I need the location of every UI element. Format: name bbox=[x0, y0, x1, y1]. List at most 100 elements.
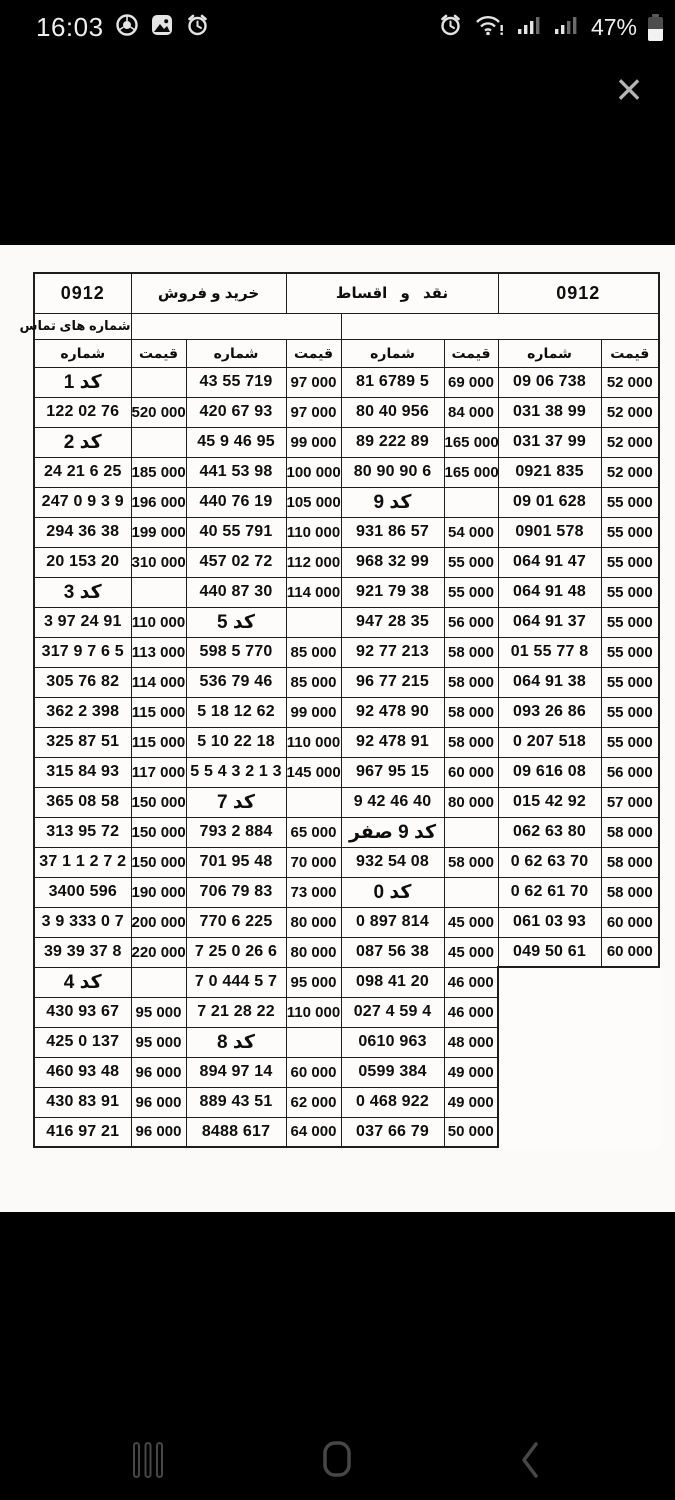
home-icon[interactable] bbox=[322, 1440, 352, 1483]
number-cell: 7 21 28 22 bbox=[185, 996, 287, 1028]
number-cell: 313 95 72 bbox=[33, 816, 132, 848]
price-cell: 220 000 bbox=[130, 936, 187, 968]
void-cell bbox=[601, 1027, 659, 1057]
table-row: 3400 596 190 000 706 79 83 73 000 کد 0 0 62 6… bbox=[33, 876, 661, 908]
void-cell bbox=[498, 1117, 601, 1147]
price-cell: 60 000 bbox=[600, 936, 661, 968]
gallery-icon bbox=[150, 13, 174, 42]
price-cell: 114 000 bbox=[285, 576, 342, 608]
number-table-body: کد 1 43 55 719 97 000 81 6789 5 69 000 09 06 … bbox=[33, 366, 661, 1148]
col-header-number: شماره bbox=[497, 338, 602, 368]
table-row: 425 0 137 95 000 کد 8 0610 963 48 000 bbox=[33, 1026, 659, 1058]
number-cell: 0 62 61 70 bbox=[497, 876, 602, 908]
price-cell: 150 000 bbox=[130, 786, 187, 818]
table-row: 3 97 24 91 110 000 کد 5 947 28 35 56 000 064 … bbox=[33, 606, 661, 638]
number-cell: 967 95 15 bbox=[340, 756, 445, 788]
void-cell bbox=[498, 1057, 601, 1087]
code-cell: کد 5 bbox=[185, 606, 287, 638]
number-cell: 39 39 37 8 bbox=[33, 936, 132, 968]
price-cell: 65 000 bbox=[285, 816, 342, 848]
col-header-price: قیمت bbox=[443, 338, 499, 368]
number-cell: 7 25 0 26 6 bbox=[185, 936, 287, 968]
col-header-price: قیمت bbox=[285, 338, 342, 368]
price-cell: 97 000 bbox=[285, 366, 342, 398]
price-cell: 110 000 bbox=[285, 516, 342, 548]
number-cell: 09 616 08 bbox=[497, 756, 602, 788]
number-cell: 064 91 38 bbox=[497, 666, 602, 698]
close-icon[interactable]: × bbox=[615, 63, 643, 115]
number-cell: 098 41 20 bbox=[340, 966, 445, 998]
price-cell: 55 000 bbox=[600, 726, 661, 758]
number-cell: 01 55 77 8 bbox=[497, 636, 602, 668]
number-cell: 947 28 35 bbox=[340, 606, 445, 638]
price-cell: 70 000 bbox=[285, 846, 342, 878]
price-cell: 95 000 bbox=[285, 966, 342, 998]
col-header-price: قیمت bbox=[130, 338, 187, 368]
price-cell: 80 000 bbox=[443, 786, 499, 818]
price-cell: 52 000 bbox=[600, 426, 661, 458]
back-icon[interactable] bbox=[520, 1441, 540, 1484]
price-cell: 57 000 bbox=[600, 786, 661, 818]
number-cell: 416 97 21 bbox=[33, 1116, 132, 1148]
number-cell: 0 897 814 bbox=[340, 906, 445, 938]
number-cell: 80 90 90 6 bbox=[340, 456, 445, 488]
price-cell: 45 000 bbox=[443, 906, 499, 938]
number-cell: 09 01 628 bbox=[497, 486, 602, 518]
price-cell: 73 000 bbox=[285, 876, 342, 908]
price-cell: 96 000 bbox=[130, 1056, 187, 1088]
number-cell: 0 468 922 bbox=[340, 1086, 445, 1118]
price-cell: 55 000 bbox=[600, 666, 661, 698]
chrome-icon bbox=[115, 13, 139, 42]
status-bar: 16:03 47% bbox=[0, 0, 675, 55]
code-cell: کد 7 bbox=[185, 786, 287, 818]
number-cell: 40 55 791 bbox=[185, 516, 287, 548]
number-cell: 701 95 48 bbox=[185, 846, 287, 878]
code-cell: کد 4 bbox=[33, 966, 132, 998]
price-cell: 58 000 bbox=[443, 636, 499, 668]
price-cell: 520 000 bbox=[130, 396, 187, 428]
price-cell: 112 000 bbox=[285, 546, 342, 578]
number-cell: 440 87 30 bbox=[185, 576, 287, 608]
price-cell: 60 000 bbox=[285, 1056, 342, 1088]
number-cell: 889 43 51 bbox=[185, 1086, 287, 1118]
price-cell: 58 000 bbox=[443, 666, 499, 698]
number-cell: 3400 596 bbox=[33, 876, 132, 908]
number-cell: 5 10 22 18 bbox=[185, 726, 287, 758]
price-cell: 49 000 bbox=[443, 1086, 499, 1118]
price-cell: 56 000 bbox=[600, 756, 661, 788]
number-cell: 027 4 59 4 bbox=[340, 996, 445, 1028]
number-cell: 92 77 213 bbox=[340, 636, 445, 668]
number-cell: 921 79 38 bbox=[340, 576, 445, 608]
number-cell: 20 153 20 bbox=[33, 546, 132, 578]
code-cell: کد 0 bbox=[340, 876, 445, 908]
col-header-number: شماره bbox=[185, 338, 287, 368]
price-cell: 97 000 bbox=[285, 396, 342, 428]
number-cell: 460 93 48 bbox=[33, 1056, 132, 1088]
price-cell: 99 000 bbox=[285, 696, 342, 728]
price-cell bbox=[443, 876, 499, 908]
number-cell: 031 38 99 bbox=[497, 396, 602, 428]
number-cell: 894 97 14 bbox=[185, 1056, 287, 1088]
table-row: 294 36 38 199 000 40 55 791 110 000 931 86 5… bbox=[33, 516, 661, 548]
price-cell: 55 000 bbox=[600, 636, 661, 668]
col-header-price: قیمت bbox=[600, 338, 661, 368]
number-cell: 3 9 333 0 7 bbox=[33, 906, 132, 938]
number-cell: 45 9 46 95 bbox=[185, 426, 287, 458]
price-cell: 55 000 bbox=[600, 696, 661, 728]
price-cell: 60 000 bbox=[600, 906, 661, 938]
price-cell: 58 000 bbox=[600, 816, 661, 848]
price-cell: 199 000 bbox=[130, 516, 187, 548]
number-cell: 80 40 956 bbox=[340, 396, 445, 428]
number-cell: 064 91 37 bbox=[497, 606, 602, 638]
number-cell: 931 86 57 bbox=[340, 516, 445, 548]
price-cell: 55 000 bbox=[600, 606, 661, 638]
recents-icon[interactable] bbox=[132, 1441, 164, 1484]
alarm-icon bbox=[438, 13, 463, 42]
table-row: کد 2 45 9 46 95 99 000 89 222 89 165 000 031 … bbox=[33, 426, 661, 458]
number-cell: 049 50 61 bbox=[497, 936, 602, 968]
price-cell: 95 000 bbox=[130, 996, 187, 1028]
battery-icon bbox=[648, 14, 663, 41]
number-cell: 064 91 48 bbox=[497, 576, 602, 608]
signal-icon bbox=[517, 13, 543, 42]
